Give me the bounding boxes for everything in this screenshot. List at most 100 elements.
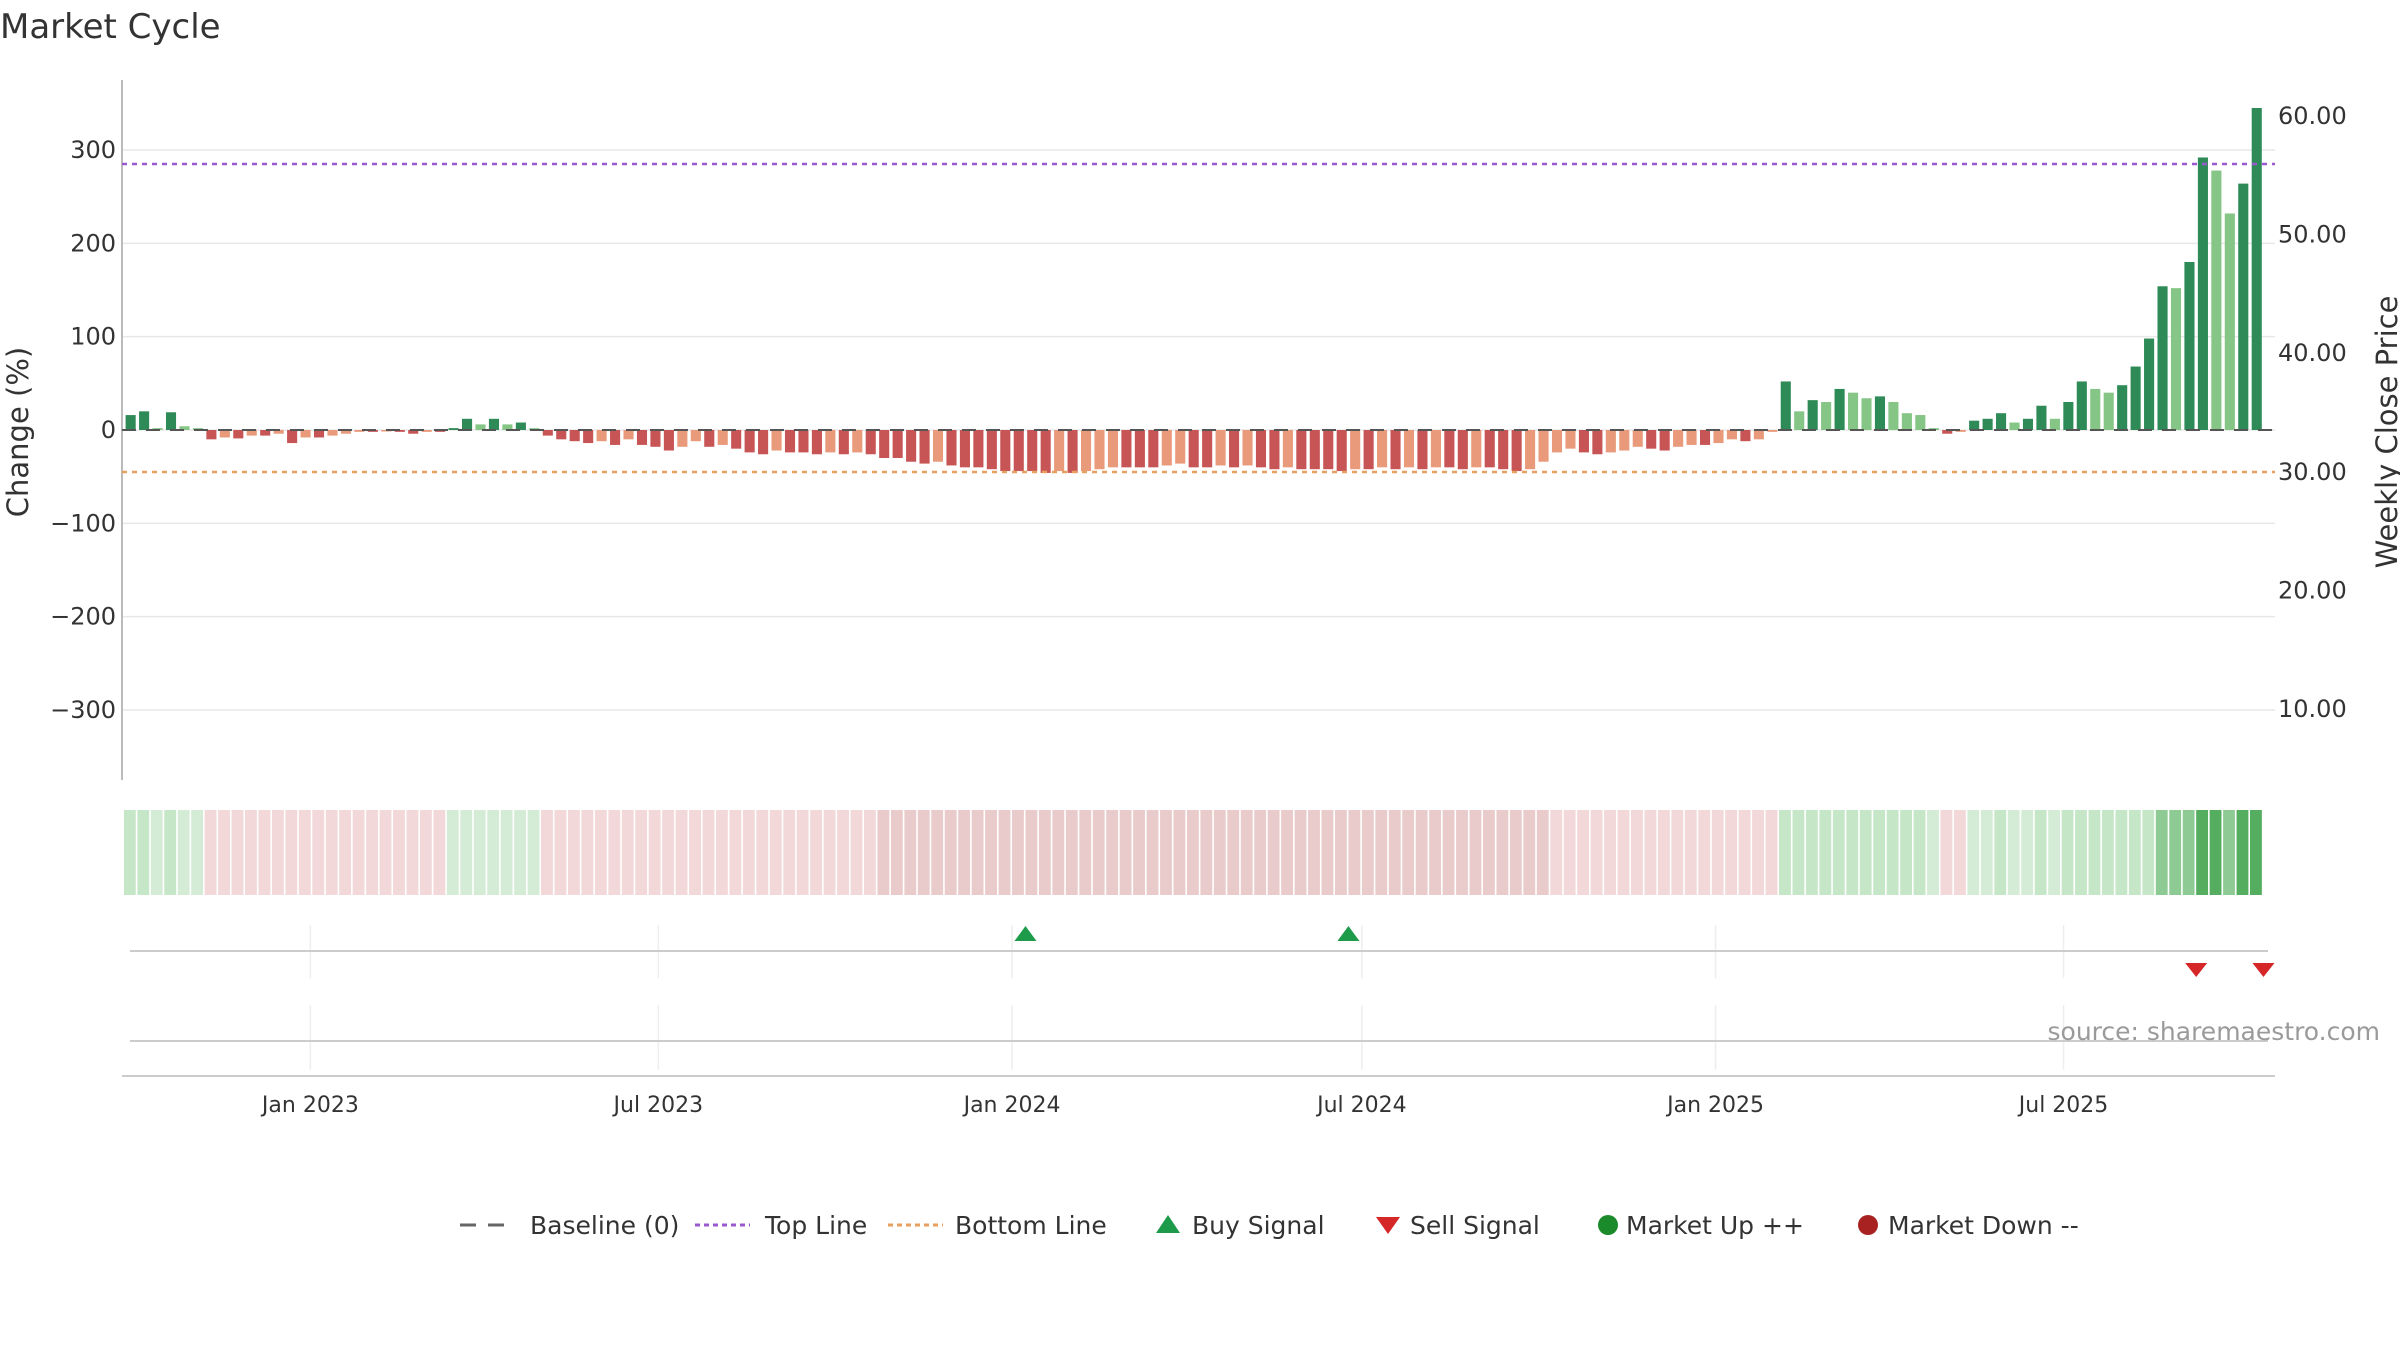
change-bar	[515, 422, 526, 430]
strength-cell	[2182, 810, 2195, 895]
change-bar	[1430, 430, 1441, 468]
x-tick-label: Jul 2025	[2017, 1093, 2109, 1118]
change-bar	[1242, 430, 1253, 466]
change-bar	[1525, 430, 1536, 470]
change-bar	[1403, 430, 1415, 468]
change-bar	[1848, 392, 1859, 430]
strength-cell	[1859, 810, 1872, 895]
strength-cell	[1657, 810, 1670, 895]
change-bar	[2197, 157, 2208, 431]
strength-cell	[285, 810, 298, 895]
strength-cell	[1402, 810, 1415, 895]
change-bar	[865, 430, 876, 455]
change-bar	[206, 430, 217, 440]
change-bar	[677, 430, 688, 447]
change-bar	[690, 430, 701, 442]
change-bar	[1807, 400, 1818, 430]
strength-cell	[150, 810, 163, 895]
strength-cell	[2128, 810, 2141, 895]
strength-cell	[1644, 810, 1657, 895]
change-bar	[1269, 430, 1280, 470]
change-bar	[825, 430, 836, 453]
y-left-tick-label: 200	[70, 229, 116, 257]
sell-signal-marker	[2252, 963, 2275, 977]
change-bar	[2036, 405, 2047, 430]
change-bar	[1713, 430, 1724, 444]
change-bar	[139, 411, 150, 430]
change-bar	[2009, 422, 2020, 430]
strength-cell	[1442, 810, 1455, 895]
change-bar	[2049, 418, 2060, 430]
strength-cell	[2048, 810, 2061, 895]
strength-cell	[1483, 810, 1495, 895]
strength-cell	[245, 810, 257, 895]
strength-cell	[2034, 810, 2047, 895]
change-bar	[838, 430, 849, 455]
strength-cell	[1940, 810, 1953, 895]
strength-cell	[796, 810, 809, 895]
legend-label: Baseline (0)	[530, 1211, 679, 1240]
change-bar	[125, 415, 136, 430]
legend-swatch-sell-triangle	[1376, 1217, 1400, 1234]
change-bar	[1699, 430, 1711, 445]
change-bar	[1457, 430, 1468, 470]
change-bar	[973, 430, 984, 468]
change-bar	[636, 430, 648, 445]
strength-cell	[1913, 810, 1926, 895]
strength-cell	[419, 810, 432, 895]
strength-cell	[1133, 810, 1145, 895]
y-left-tick-label: −100	[50, 509, 116, 537]
strength-cell	[702, 810, 715, 895]
strength-cell	[325, 810, 338, 895]
y-right-tick-label: 20.00	[2278, 576, 2347, 604]
change-bar	[165, 412, 177, 430]
x-tick-label: Jan 2024	[962, 1093, 1061, 1118]
strength-cell	[258, 810, 271, 895]
chart-title: Market Cycle	[0, 7, 221, 47]
x-tick-label: Jul 2023	[612, 1093, 704, 1118]
x-axis: Jan 2023 Jul 2023 Jan 2024 Jul 2024 Jan 2025…	[122, 1075, 2275, 1118]
change-bar	[1296, 430, 1307, 470]
change-bar	[1390, 430, 1401, 470]
strength-cell	[1953, 810, 1966, 895]
strength-cell	[298, 810, 311, 895]
strength-cell	[783, 810, 796, 895]
strength-cell	[500, 810, 513, 895]
change-bar	[731, 430, 742, 449]
strength-cell	[1980, 810, 1993, 895]
change-bar	[1780, 381, 1791, 430]
strength-cell	[2169, 810, 2182, 895]
change-bar	[2251, 108, 2262, 430]
strength-cell	[1994, 810, 2007, 895]
strength-cell	[2007, 810, 2020, 895]
legend-label: Top Line	[764, 1211, 867, 1240]
change-bar	[1632, 430, 1643, 447]
change-bar	[879, 430, 890, 458]
change-bar	[1444, 430, 1455, 468]
strength-cell	[581, 810, 594, 895]
strength-cell	[742, 810, 755, 895]
strength-cell	[1213, 810, 1226, 895]
strength-cell	[177, 810, 190, 895]
strength-cell	[1012, 810, 1024, 895]
strength-cell	[2155, 810, 2168, 895]
change-bar	[1861, 398, 1872, 430]
change-bar	[1901, 413, 1912, 430]
strength-cell	[1186, 810, 1199, 895]
strength-cell	[1321, 810, 1334, 895]
strength-cell	[1550, 810, 1563, 895]
change-bar	[462, 418, 473, 430]
change-bar	[1498, 430, 1509, 470]
change-bar	[1659, 430, 1670, 451]
change-bar	[2224, 213, 2235, 430]
strength-cell	[1388, 810, 1401, 895]
strength-cell	[675, 810, 688, 895]
legend-label: Sell Signal	[1410, 1211, 1540, 1240]
strength-cell	[514, 810, 526, 895]
change-bar	[354, 430, 365, 432]
change-bar	[1121, 430, 1132, 468]
change-bar	[2063, 402, 2074, 430]
change-bar	[1969, 420, 1980, 430]
strength-cell	[837, 810, 849, 895]
